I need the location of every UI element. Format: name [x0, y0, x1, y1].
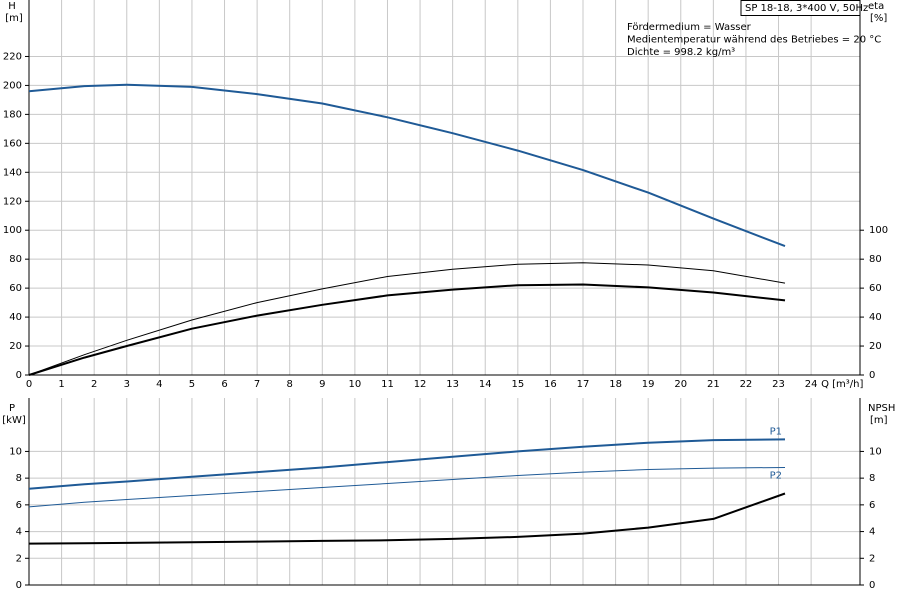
- y-tick-label: 60: [9, 283, 22, 294]
- x-tick-label: 20: [674, 379, 687, 390]
- x-tick-label: 13: [446, 379, 459, 390]
- curve: [28, 83, 786, 248]
- y2-tick-label: 2: [869, 553, 875, 564]
- x-tick-label: 8: [287, 379, 293, 390]
- y-tick-label: 4: [16, 527, 22, 538]
- x-tick-label: 10: [349, 379, 362, 390]
- x-tick-label: 9: [319, 379, 325, 390]
- x-tick-label: 7: [254, 379, 260, 390]
- x-tick-label: 2: [91, 379, 97, 390]
- y2-tick-label: 20: [869, 341, 882, 352]
- x-tick-label: 3: [124, 379, 130, 390]
- y2-tick-label: 0: [869, 370, 875, 381]
- y-tick-label: 0: [16, 580, 22, 591]
- y-axis-label: H: [8, 1, 16, 12]
- x-tick-label: 11: [381, 379, 394, 390]
- y-tick-label: 2: [16, 553, 22, 564]
- curve: [28, 262, 786, 376]
- x-tick-label: 4: [156, 379, 162, 390]
- annotation: Fördermedium = Wasser: [627, 22, 752, 33]
- y2-tick-label: 40: [869, 312, 882, 323]
- x-tick-label: 16: [544, 379, 557, 390]
- x-axis-label: Q [m³/h]: [821, 379, 863, 390]
- y2-axis-unit: [m]: [870, 415, 888, 426]
- y-tick-label: 200: [3, 80, 22, 91]
- y-tick-label: 220: [3, 51, 22, 62]
- x-tick-label: 22: [740, 379, 753, 390]
- x-tick-label: 21: [707, 379, 720, 390]
- header-text: SP 18-18, 3*400 V, 50Hz: [745, 3, 868, 14]
- y-tick-label: 180: [3, 109, 22, 120]
- series-label: P1: [770, 426, 782, 437]
- y-tick-label: 6: [16, 500, 22, 511]
- x-tick-label: 18: [609, 379, 622, 390]
- y-tick-label: 0: [16, 370, 22, 381]
- y2-axis-label: eta: [868, 1, 884, 12]
- x-tick-label: 14: [479, 379, 492, 390]
- annotation: Dichte = 998.2 kg/m³: [627, 47, 735, 58]
- y2-tick-label: 8: [869, 473, 875, 484]
- annotation: Medientemperatur während des Betriebes =…: [627, 35, 881, 46]
- y-tick-label: 10: [9, 446, 22, 457]
- y-tick-label: 160: [3, 138, 22, 149]
- series-label: P2: [770, 470, 782, 481]
- y-tick-label: 40: [9, 312, 22, 323]
- y2-tick-label: 4: [869, 527, 875, 538]
- y-tick-label: 20: [9, 341, 22, 352]
- x-tick-label: 19: [642, 379, 655, 390]
- y2-axis-label: NPSH: [868, 403, 895, 414]
- y2-tick-label: 100: [869, 225, 888, 236]
- x-tick-label: 23: [772, 379, 785, 390]
- x-tick-label: 17: [577, 379, 590, 390]
- curve: [28, 438, 786, 490]
- y2-axis-unit: [%]: [870, 13, 887, 24]
- curve: [28, 492, 786, 545]
- y-axis-unit: [m]: [5, 13, 23, 24]
- y-tick-label: 100: [3, 225, 22, 236]
- curve: [28, 467, 786, 508]
- y-tick-label: 140: [3, 167, 22, 178]
- x-tick-label: 5: [189, 379, 195, 390]
- y-tick-label: 120: [3, 196, 22, 207]
- y-axis-unit: [kW]: [2, 415, 26, 426]
- y2-tick-label: 6: [869, 500, 875, 511]
- y2-tick-label: 10: [869, 446, 882, 457]
- x-tick-label: 12: [414, 379, 427, 390]
- y2-tick-label: 0: [869, 580, 875, 591]
- x-tick-label: 1: [58, 379, 64, 390]
- y-tick-label: 8: [16, 473, 22, 484]
- y-tick-label: 80: [9, 254, 22, 265]
- y2-tick-label: 60: [869, 283, 882, 294]
- header-box: [740, 0, 861, 16]
- x-tick-label: 6: [221, 379, 227, 390]
- x-tick-label: 0: [26, 379, 32, 390]
- y-axis-label: P: [9, 403, 15, 414]
- curve: [28, 283, 786, 376]
- x-tick-label: 15: [511, 379, 524, 390]
- y2-tick-label: 80: [869, 254, 882, 265]
- x-tick-label: 24: [805, 379, 818, 390]
